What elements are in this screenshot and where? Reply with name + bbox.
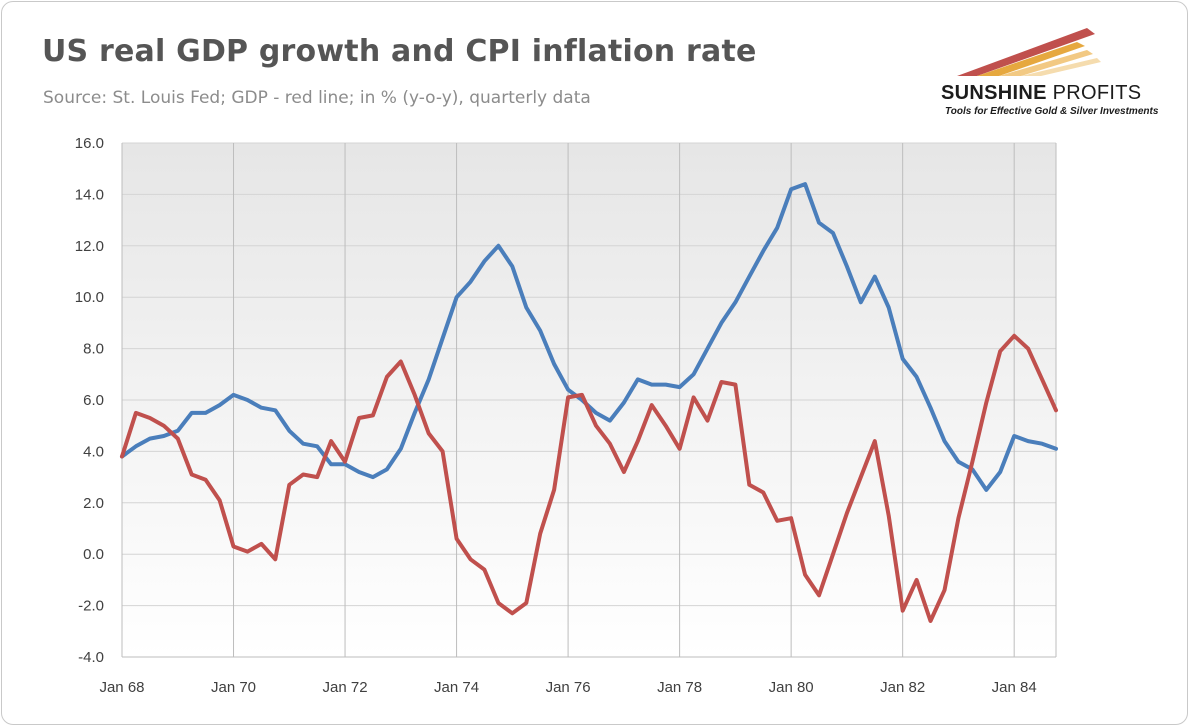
y-tick-label: 12.0 — [75, 238, 104, 255]
series-lines — [120, 182, 1058, 623]
y-tick-label: 14.0 — [75, 186, 104, 203]
x-tick-label: Jan 74 — [434, 679, 479, 696]
x-tick-label: Jan 80 — [769, 679, 814, 696]
x-tick-label: Jan 78 — [657, 679, 702, 696]
x-tick-label: Jan 84 — [992, 679, 1037, 696]
x-tick-label: Jan 70 — [211, 679, 256, 696]
y-tick-label: 2.0 — [83, 495, 104, 512]
y-tick-label: 4.0 — [83, 443, 104, 460]
chart-subtitle: Source: St. Louis Fed; GDP - red line; i… — [43, 88, 591, 108]
sunshine-profits-logo: SUNSHINE PROFITS Tools for Effective Gol… — [937, 20, 1169, 120]
logo-brand-part1: SUNSHINE — [941, 82, 1047, 104]
y-tick-label: 10.0 — [75, 289, 104, 306]
logo-sun-rays-icon — [957, 28, 1101, 76]
x-tick-label: Jan 82 — [880, 679, 925, 696]
y-tick-label: 8.0 — [83, 341, 104, 358]
y-tick-label: -4.0 — [78, 649, 104, 666]
y-tick-label: 0.0 — [83, 546, 104, 563]
gdp-growth-line — [120, 333, 1058, 623]
logo-tagline: Tools for Effective Gold & Silver Invest… — [945, 106, 1159, 117]
y-tick-label: 6.0 — [83, 392, 104, 409]
logo-brand-name: SUNSHINE PROFITS — [941, 82, 1141, 105]
chart-title: US real GDP growth and CPI inflation rat… — [42, 34, 757, 69]
y-tick-label: 16.0 — [75, 135, 104, 152]
logo-brand-part2: PROFITS — [1052, 82, 1142, 104]
x-tick-label: Jan 76 — [546, 679, 591, 696]
y-axis-tick-labels: 16.0 14.0 12.0 10.0 8.0 6.0 4.0 2.0 0.0 -2.0 -4.0 — [75, 135, 104, 666]
x-tick-label: Jan 68 — [99, 679, 144, 696]
x-tick-label: Jan 72 — [323, 679, 368, 696]
y-tick-label: -2.0 — [78, 598, 104, 615]
x-axis-tick-labels: Jan 68 Jan 70 Jan 72 Jan 74 Jan 76 Jan 78 Jan … — [99, 679, 1036, 696]
